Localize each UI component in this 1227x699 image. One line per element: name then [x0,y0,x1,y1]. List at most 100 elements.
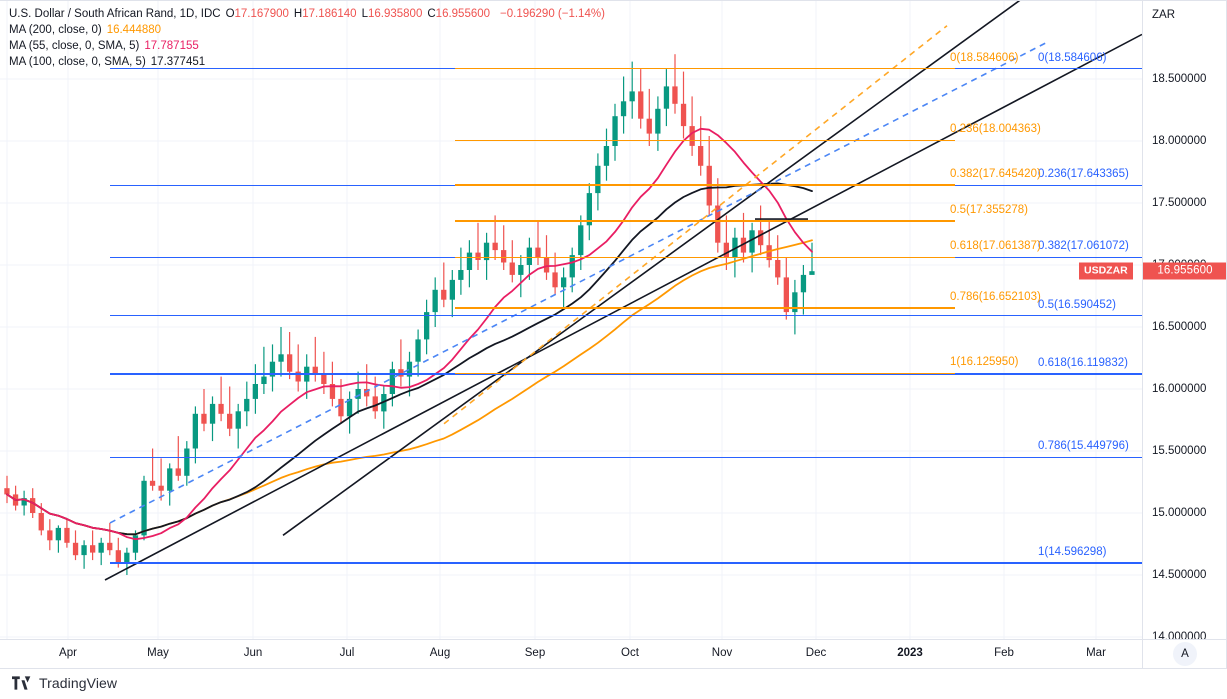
fib-orange-line-3[interactable] [455,220,955,222]
price-axis-divider [1142,0,1143,670]
last-price-label: 16.955600 [1143,262,1227,279]
fib-orange-line-6[interactable] [455,372,955,375]
price-axis[interactable]: ZAR 18.50000018.00000017.50000017.000000… [1143,0,1227,643]
fib-orange-line-0[interactable] [455,67,955,70]
candle-body [192,413,198,449]
candle-body [72,542,79,556]
candle-body [184,448,190,476]
candle-body [269,361,276,377]
fib-orange-line-1[interactable] [455,139,955,142]
candle-body [612,116,618,146]
candle-body [569,255,575,278]
candle-body [312,366,318,375]
candle-body [209,403,216,424]
candle-body [775,260,781,278]
fib-orange-line-2[interactable] [455,184,955,186]
candle-body [749,230,755,253]
candle-body [287,354,293,372]
candle-body [21,498,27,506]
price-tick: 18.000000 [1152,135,1207,147]
candle-body [655,108,661,134]
trendline-orange-dashed [443,25,948,425]
price-tick: 17.500000 [1152,197,1207,209]
candle-body [758,230,764,246]
candle-body [47,530,53,541]
candle-body [55,527,61,541]
candle-body [620,101,627,117]
candle-body [321,374,327,384]
fib-blue-label-4: 0.618(16.119832) [1038,357,1128,370]
time-tick: Feb [994,647,1014,659]
tradingview-mark-icon [12,676,31,690]
candle-body [646,118,652,134]
fib-orange-label-5: 0.786(16.652103) [950,291,1041,304]
candle-body [689,126,695,146]
candle-body [603,146,610,166]
candle-body [338,398,344,417]
candle-body [124,552,130,563]
fib-orange-line-5[interactable] [455,307,955,309]
trendline-black-lower [104,33,1142,581]
auto-scale-badge[interactable]: A [1143,639,1227,668]
time-axis[interactable]: Apr May Jun Jul Aug Sep Oct Nov Dec 2023 Feb Mar [0,639,1143,668]
candle-body [475,252,481,260]
time-tick: Mar [1086,647,1106,659]
tradingview-logo[interactable]: TradingView [12,675,117,691]
candle-body [4,488,10,495]
candle-body [698,146,704,166]
candle-body [227,413,233,429]
candle-body [578,225,584,256]
fib-blue-line-5[interactable] [110,456,1142,458]
fib-orange-label-6: 1(16.125950) [950,356,1019,369]
candle-body [406,361,413,377]
candle-body [466,252,473,270]
candle-body [372,396,378,412]
time-tick: Dec [805,647,827,659]
candle-body [364,389,370,397]
candle-body [732,237,738,258]
candle-body [218,403,224,414]
ma55-line [6,127,813,541]
auto-scale-label: A [1173,641,1197,666]
candle-body [483,242,490,261]
candle-body [38,513,44,531]
ma100-line [6,182,813,536]
fib-blue-line-6[interactable] [110,562,1142,564]
chart-canvas [0,0,1142,639]
candle-body [415,339,421,362]
fib-blue-line-3[interactable] [110,315,1142,317]
fib-blue-label-3: 0.5(16.590452) [1038,298,1117,311]
candle-body [509,262,515,275]
candle-body [800,274,807,293]
candle-body [432,289,438,313]
candle-body [783,277,789,313]
time-tick: Jun [243,647,263,659]
time-tick: 2023 [897,647,923,659]
candle-body [543,257,550,273]
candle-body [252,384,258,399]
fib-blue-label-0: 0(18.584606) [1038,51,1107,64]
footer-divider [0,668,1227,669]
price-axis-unit: ZAR [1152,9,1175,21]
candle-body [766,245,772,261]
candle-body [458,270,464,280]
price-tick: 14.000000 [1152,631,1207,643]
fib-orange-label-3: 0.5(17.355278) [950,203,1029,216]
price-tick: 15.500000 [1152,445,1207,457]
price-tick: 15.000000 [1152,507,1207,519]
candle-body [295,371,301,382]
tradingview-wordmark: TradingView [39,675,118,691]
fib-blue-line-4[interactable] [110,373,1142,375]
candle-body [638,91,644,119]
candle-body [115,550,121,563]
chart-plot-area[interactable]: 0(18.584606) 0.236(17.643365) 0.382(17.061… [0,0,1142,639]
candle-body [389,369,395,394]
time-tick: Aug [429,647,451,659]
fib-orange-line-4[interactable] [455,256,955,259]
candle-body [518,265,524,275]
time-tick: Nov [711,647,733,659]
candle-body [149,480,156,486]
candle-body [680,103,687,127]
price-tick: 14.500000 [1152,569,1207,581]
fib-orange-label-1: 0.236(18.004363) [950,123,1041,136]
